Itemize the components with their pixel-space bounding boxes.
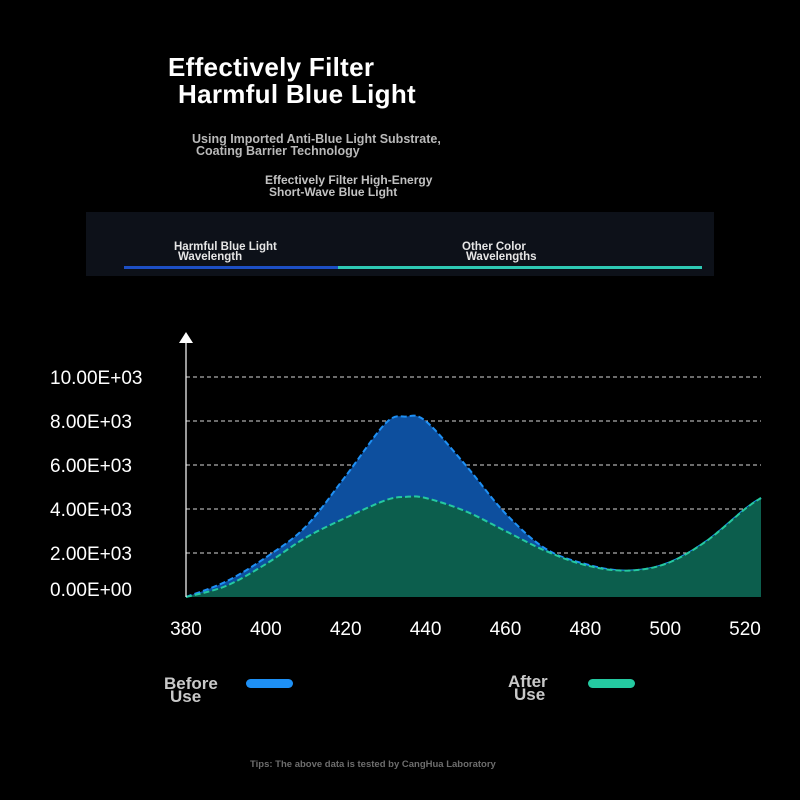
title-line-2: Harmful Blue Light bbox=[178, 79, 416, 109]
footer-tips: Tips: The above data is tested by CangHu… bbox=[250, 759, 496, 770]
series-line-before-use bbox=[185, 414, 762, 598]
y-tick-label: 2.00E+03 bbox=[50, 544, 132, 565]
legend-after-label: After Use bbox=[508, 672, 548, 704]
other-label-line-1: Other Color bbox=[462, 241, 526, 253]
subtitle-technology-line-1: Using Imported Anti-Blue Light Substrate… bbox=[192, 132, 441, 146]
y-tick-label: 0.00E+00 bbox=[50, 580, 132, 601]
x-tick-label: 480 bbox=[569, 619, 601, 640]
area-after-use bbox=[186, 496, 761, 597]
legend-after-line-1: After bbox=[508, 672, 548, 691]
harmful-label-line-2: Wavelength bbox=[178, 251, 243, 263]
series-areas bbox=[185, 414, 762, 598]
subtitle-filter-line-1: Effectively Filter High-Energy bbox=[265, 173, 433, 187]
legend-before-line-1: Before bbox=[164, 674, 218, 693]
x-tick-label: 400 bbox=[250, 619, 282, 640]
legend-after-line-2: Use bbox=[514, 685, 546, 704]
page-title: Effectively Filter Harmful Blue Light bbox=[168, 54, 416, 108]
subtitle-technology: Using Imported Anti-Blue Light Substrate… bbox=[192, 132, 441, 158]
subtitle-filter-line-2: Short-Wave Blue Light bbox=[269, 185, 398, 199]
harmful-wavelength-bar bbox=[124, 266, 338, 269]
legend-after-swatch bbox=[588, 679, 635, 688]
other-wavelength-bar bbox=[338, 266, 702, 269]
series-line-after-use bbox=[185, 495, 762, 598]
harmful-label-line-1: Harmful Blue Light bbox=[174, 241, 277, 253]
legend-before-swatch bbox=[246, 679, 293, 688]
y-tick-label: 6.00E+03 bbox=[50, 456, 132, 477]
y-tick-labels: 0.00E+00 2.00E+03 4.00E+03 6.00E+03 8.00E+03… bbox=[50, 368, 142, 601]
x-tick-label: 420 bbox=[330, 619, 362, 640]
y-tick-label: 4.00E+03 bbox=[50, 500, 132, 521]
title-line-1: Effectively Filter bbox=[168, 52, 375, 82]
x-tick-labels: 380 400 420 440 460 480 500 520 bbox=[170, 619, 761, 640]
harmful-wavelength-label: Harmful Blue Light Wavelength bbox=[174, 241, 277, 263]
subtitle-technology-line-2: Coating Barrier Technology bbox=[196, 144, 360, 158]
spectrum-band: Harmful Blue Light Wavelength Other Colo… bbox=[86, 212, 714, 276]
x-tick-label: 460 bbox=[490, 619, 522, 640]
other-wavelength-label: Other Color Wavelengths bbox=[462, 241, 537, 263]
x-tick-label: 520 bbox=[729, 619, 761, 640]
x-tick-label: 440 bbox=[410, 619, 442, 640]
legend-before-label: Before Use bbox=[164, 674, 218, 706]
subtitle-filter: Effectively Filter High-Energy Short-Wav… bbox=[265, 174, 432, 198]
other-label-line-2: Wavelengths bbox=[466, 251, 537, 263]
spectrum-chart: 0.00E+00 2.00E+03 4.00E+03 6.00E+03 8.00E+03… bbox=[50, 332, 762, 640]
y-tick-label: 10.00E+03 bbox=[50, 368, 142, 389]
y-tick-label: 8.00E+03 bbox=[50, 412, 132, 433]
y-axis-arrow-icon bbox=[179, 332, 193, 343]
axes bbox=[179, 332, 193, 597]
legend-before-line-2: Use bbox=[170, 687, 202, 706]
x-tick-label: 500 bbox=[649, 619, 681, 640]
x-tick-label: 380 bbox=[170, 619, 202, 640]
